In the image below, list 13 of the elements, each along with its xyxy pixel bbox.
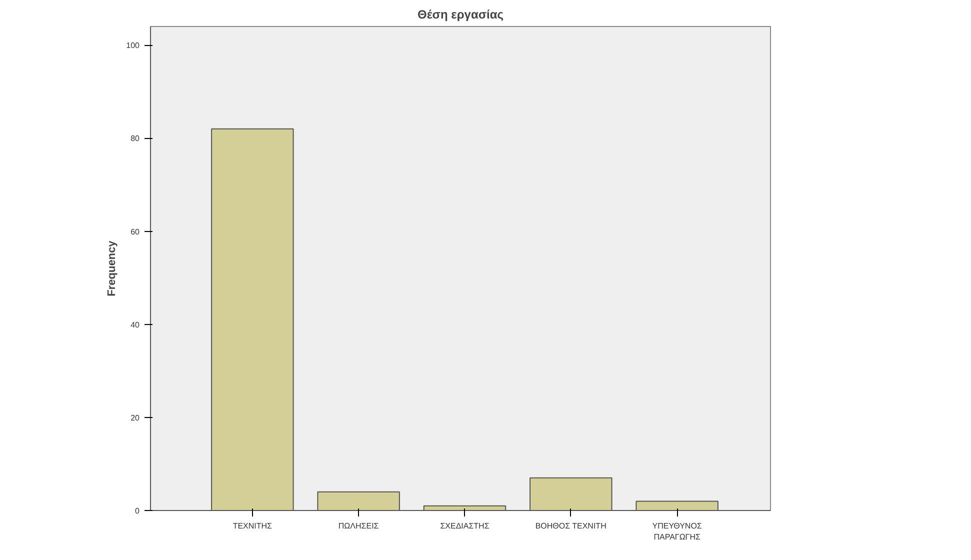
x-tick-label: ΠΩΛΗΣΕΙΣ xyxy=(338,522,379,530)
x-tick-label: ΣΧΕΔΙΑΣΤΗΣ xyxy=(440,522,490,530)
chart-title: Θέση εργασίας xyxy=(418,8,504,22)
x-tick-label: ΤΕΧΝΙΤΗΣ xyxy=(232,522,272,530)
x-tick-label: ΒΟΗΘΟΣ ΤΕΧΝΙΤΗ xyxy=(535,522,607,530)
y-tick-label: 20 xyxy=(130,413,140,422)
y-axis-title: Frequency xyxy=(106,240,118,296)
y-tick-label: 0 xyxy=(135,506,140,516)
x-tick-label: ΥΠΕΥΘΥΝΟΣ ΠΑΡΑΓΩΓΗΣ xyxy=(652,522,702,542)
y-tick-label: 80 xyxy=(130,134,140,144)
y-tick-label: 60 xyxy=(130,227,140,236)
y-tick-label: 40 xyxy=(130,320,140,330)
y-tick-label: 100 xyxy=(126,41,140,50)
